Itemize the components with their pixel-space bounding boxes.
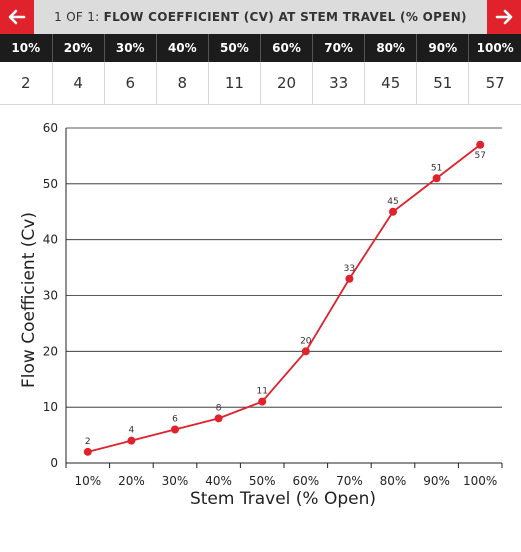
y-tick-label: 0 — [50, 456, 58, 470]
arrow-right-icon — [495, 9, 513, 25]
line-chart: 0 10 20 30 40 50 60 10% 20% 30% 40% 50% 60% 70% 80% 90… — [19, 121, 503, 509]
table-cell: 45 — [364, 62, 418, 105]
data-label: 57 — [474, 151, 485, 161]
column-header: 20% — [52, 34, 105, 62]
table-cell: 57 — [468, 62, 521, 105]
table-cell: 2 — [0, 62, 53, 105]
x-tick-label: 50% — [249, 474, 276, 488]
column-header: 30% — [104, 34, 157, 62]
data-point — [345, 274, 354, 283]
axes — [65, 128, 503, 468]
series-line — [87, 144, 481, 453]
data-label: 45 — [387, 197, 398, 207]
x-tick-label: 40% — [205, 474, 232, 488]
x-tick-label: 10% — [74, 474, 101, 488]
data-label: 20 — [300, 336, 312, 346]
y-tick-label: 40 — [43, 233, 58, 247]
x-tick-label: 80% — [380, 474, 407, 488]
series-cv: 2 4 6 8 11 20 33 45 51 57 — [83, 140, 486, 456]
data-label: 8 — [216, 403, 222, 413]
column-header: 100% — [468, 34, 521, 62]
table-cell: 33 — [312, 62, 366, 105]
title-text: FLOW COEFFICIENT (CV) AT STEM TRAVEL (% … — [103, 10, 467, 24]
data-label: 4 — [129, 426, 135, 436]
data-label: 11 — [256, 387, 267, 397]
x-axis-title: Stem Travel (% Open) — [190, 489, 376, 509]
data-point — [389, 207, 397, 216]
table-cell: 8 — [156, 62, 209, 105]
data-point — [432, 174, 441, 183]
y-tick-label: 30 — [43, 289, 58, 303]
grid-lines — [66, 127, 502, 408]
data-point — [214, 414, 223, 423]
column-header: 50% — [208, 34, 261, 62]
data-label: 2 — [85, 437, 91, 447]
data-point — [476, 140, 485, 149]
x-tick-labels: 10% 20% 30% 40% 50% 60% 70% 80% 90% 100% — [74, 474, 497, 488]
x-tick-label: 60% — [292, 474, 319, 488]
chart-title: 1 OF 1: FLOW COEFFICIENT (CV) AT STEM TR… — [34, 0, 487, 34]
column-header: 80% — [364, 34, 418, 62]
arrow-left-icon — [8, 9, 26, 25]
data-table: 10% 20% 30% 40% 50% 60% 70% 80% 90% 100% 2 4 6 8 11 20… — [0, 34, 521, 105]
header-bar: 1 OF 1: FLOW COEFFICIENT (CV) AT STEM TR… — [0, 0, 521, 34]
data-point — [171, 425, 179, 434]
y-tick-labels: 0 10 20 30 40 50 60 — [43, 121, 58, 470]
data-point — [127, 436, 136, 445]
x-tick-label: 30% — [162, 474, 189, 488]
table-cell: 11 — [208, 62, 261, 105]
table-row: 2 4 6 8 11 20 33 45 51 57 — [0, 62, 521, 105]
column-header: 60% — [260, 34, 314, 62]
title-prefix: 1 OF 1: — [54, 10, 100, 24]
table-cell: 6 — [104, 62, 157, 105]
data-label: 51 — [431, 163, 442, 173]
data-label: 6 — [172, 415, 178, 425]
column-header: 90% — [416, 34, 470, 62]
column-header: 10% — [0, 34, 53, 62]
x-tick-label: 90% — [423, 474, 450, 488]
y-tick-label: 20 — [43, 344, 58, 358]
y-tick-label: 10 — [43, 400, 58, 414]
previous-button[interactable] — [0, 0, 34, 34]
data-label: 33 — [344, 264, 355, 274]
table-cell: 20 — [260, 62, 314, 105]
y-tick-label: 50 — [43, 177, 58, 191]
y-tick-label: 60 — [43, 121, 58, 135]
column-header: 40% — [156, 34, 209, 62]
next-button[interactable] — [487, 0, 521, 34]
data-point — [83, 447, 92, 456]
data-point — [258, 397, 267, 406]
table-header-row: 10% 20% 30% 40% 50% 60% 70% 80% 90% 100% — [0, 34, 521, 62]
table-cell: 51 — [416, 62, 470, 105]
column-header: 70% — [312, 34, 366, 62]
x-tick-label: 70% — [336, 474, 363, 488]
y-axis-title: Flow Coefficient (Cv) — [19, 212, 39, 388]
x-tick-label: 100% — [463, 474, 497, 488]
x-tick-label: 20% — [118, 474, 145, 488]
data-point — [301, 347, 310, 356]
table-cell: 4 — [52, 62, 105, 105]
